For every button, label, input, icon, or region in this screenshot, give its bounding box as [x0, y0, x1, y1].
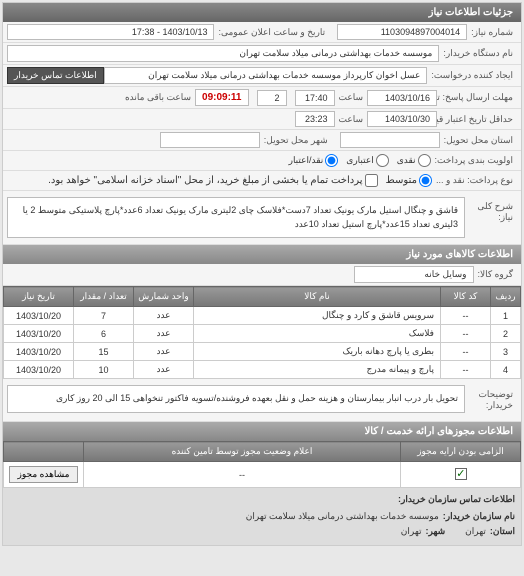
row-request-no: شماره نیاز: 1103094897004014 تاریخ و ساع…: [3, 22, 521, 43]
priority-credit-radio[interactable]: [376, 154, 389, 167]
priority-radio-group: نقدی اعتباری نقد/اعتبار: [289, 154, 431, 167]
auth-status-cell: --: [84, 462, 401, 488]
row-validity: حداقل تاریخ اعتبار قیمت: تا تاریخ: 1403/…: [3, 109, 521, 130]
buyer-name-value: موسسه خدمات بهداشتی درمانی میلاد سلامت ت…: [7, 45, 439, 62]
deadline-send-date: 1403/10/16: [367, 90, 437, 106]
row-priority: اولویت بندی پرداخت: نقدی اعتباری نقد/اعت…: [3, 151, 521, 171]
validity-date: 1403/10/30: [367, 111, 437, 127]
buyer-notes-text: تحویل بار درب انبار بیمارستان و هزینه حم…: [7, 385, 465, 413]
delivery-province-label: استان محل تحویل:: [440, 135, 517, 146]
validity-time: 23:23: [295, 111, 335, 127]
items-table-body: 1 -- سرویس قاشق و کارد و چنگال عدد 7 140…: [4, 307, 521, 379]
org-name-row: نام سازمان خریدار: موسسه خدمات بهداشتی د…: [9, 509, 515, 524]
panel-header: جزئیات اطلاعات نیاز: [3, 3, 521, 22]
time-label-1: ساعت: [335, 92, 368, 103]
auth-header-row: الزامی بودن ارایه مجوز اعلام وضعیت مجوز …: [4, 442, 521, 462]
org-footer: اطلاعات تماس سازمان خریدار: نام سازمان خ…: [3, 488, 521, 545]
items-table: ردیف کد کالا نام کالا واحد شمارش تعداد /…: [3, 286, 521, 379]
org-name-value: موسسه خدمات بهداشتی درمانی میلاد سلامت ت…: [246, 511, 439, 522]
auth-required-checkbox-icon: [455, 468, 467, 480]
payment-opt1-radio[interactable]: [419, 174, 432, 187]
priority-both-radio[interactable]: [325, 154, 338, 167]
org-header: اطلاعات تماس سازمان خریدار:: [9, 494, 515, 505]
col-row: ردیف: [491, 287, 521, 307]
row-payment-type: نوع پرداخت: نقد و ... متوسط پرداخت تمام …: [3, 171, 521, 191]
validity-label: حداقل تاریخ اعتبار قیمت: تا تاریخ:: [437, 114, 517, 125]
table-row: 1 -- سرویس قاشق و کارد و چنگال عدد 7 140…: [4, 307, 521, 325]
col-name: نام کالا: [194, 287, 441, 307]
col-qty: تعداد / مقدار: [74, 287, 134, 307]
items-table-header-row: ردیف کد کالا نام کالا واحد شمارش تعداد /…: [4, 287, 521, 307]
org-province-value: تهران: [465, 526, 486, 537]
days-remaining: 2: [257, 90, 287, 106]
deadline-send-label: مهلت ارسال پاسخ: تا تاریخ:: [437, 92, 517, 103]
row-deadline-send: مهلت ارسال پاسخ: تا تاریخ: 1403/10/16 سا…: [3, 87, 521, 109]
row-buyer-notes: توضیحات خریدار: تحویل بار درب انبار بیما…: [3, 379, 521, 422]
col-date: تاریخ نیاز: [4, 287, 74, 307]
delivery-city-label: شهر محل تحویل:: [260, 135, 332, 146]
delivery-city-value: [160, 132, 260, 148]
buyer-notes-label: توضیحات خریدار:: [465, 385, 517, 415]
auth-action-cell: مشاهده مجوز: [4, 462, 84, 488]
deadline-send-time: 17:40: [295, 90, 335, 106]
org-city-label: شهر:: [426, 526, 446, 537]
time-label-2: ساعت: [335, 114, 368, 125]
row-delivery-loc: استان محل تحویل: شهر محل تحویل:: [3, 130, 521, 151]
general-desc-label: شرح کلی نیاز:: [465, 197, 517, 227]
col-unit: واحد شمارش: [134, 287, 194, 307]
auth-col-action: [4, 442, 84, 462]
creator-value: عسل اخوان کارپرداز موسسه خدمات بهداشتی د…: [104, 67, 428, 84]
auth-col-required: الزامی بودن ارایه مجوز: [401, 442, 521, 462]
payment-type-label: نوع پرداخت: نقد و ...: [432, 175, 517, 186]
row-creator: ایجاد کننده درخواست: عسل اخوان کارپرداز …: [3, 65, 521, 87]
org-name-label: نام سازمان خریدار:: [443, 511, 515, 522]
remaining-label: ساعت باقی مانده: [121, 92, 195, 103]
announce-label: تاریخ و ساعت اعلان عمومی:: [214, 27, 329, 38]
priority-cash[interactable]: نقدی: [397, 154, 431, 167]
row-general-desc: شرح کلی نیاز: قاشق و چنگال استیل مارک یو…: [3, 191, 521, 245]
payment-note-check[interactable]: پرداخت تمام یا بخشی از مبلغ خرید، از محل…: [48, 174, 377, 187]
request-no-value: 1103094897004014: [337, 24, 467, 40]
view-permit-button[interactable]: مشاهده مجوز: [9, 466, 79, 483]
payment-note-checkbox[interactable]: [365, 174, 378, 187]
row-buyer: نام دستگاه خریدار: موسسه خدمات بهداشتی د…: [3, 43, 521, 65]
table-row: 3 -- بطری یا پارچ دهانه باریک عدد 15 140…: [4, 343, 521, 361]
table-row: 2 -- فلاسک عدد 6 1403/10/20: [4, 325, 521, 343]
col-code: کد کالا: [441, 287, 491, 307]
contact-buyer-button[interactable]: اطلاعات تماس خریدار: [7, 67, 104, 84]
group-label: گروه کالا:: [474, 269, 517, 280]
org-city-value: تهران: [401, 526, 422, 537]
countdown-timer: 09:09:11: [195, 89, 248, 106]
priority-credit[interactable]: اعتباری: [346, 154, 388, 167]
org-loc-row: استان: تهران شهر: تهران: [9, 524, 515, 539]
org-province-label: استان:: [490, 526, 515, 537]
delivery-province-value: [340, 132, 440, 148]
table-row: 4 -- پارچ و پیمانه مدرج عدد 10 1403/10/2…: [4, 361, 521, 379]
creator-label: ایجاد کننده درخواست:: [427, 70, 517, 81]
row-group: گروه کالا: وسایل خانه: [3, 264, 521, 286]
auth-table: الزامی بودن ارایه مجوز اعلام وضعیت مجوز …: [3, 441, 521, 488]
priority-label: اولویت بندی پرداخت:: [431, 155, 517, 166]
auth-required-cell: [401, 462, 521, 488]
items-header: اطلاعات کالاهای مورد نیاز: [3, 245, 521, 264]
main-panel: جزئیات اطلاعات نیاز شماره نیاز: 11030948…: [2, 2, 522, 546]
announce-value: 1403/10/13 - 17:38: [7, 24, 214, 40]
buyer-name-label: نام دستگاه خریدار:: [439, 48, 517, 59]
auth-header: اطلاعات مجوزهای ارائه خدمت / کالا: [3, 422, 521, 441]
group-value: وسایل خانه: [354, 266, 474, 283]
payment-opt1[interactable]: متوسط: [386, 174, 432, 187]
auth-col-status: اعلام وضعیت مجوز توسط تامین کننده: [84, 442, 401, 462]
auth-row: -- مشاهده مجوز: [4, 462, 521, 488]
priority-both[interactable]: نقد/اعتبار: [289, 154, 339, 167]
request-no-label: شماره نیاز:: [467, 27, 517, 38]
priority-cash-radio[interactable]: [418, 154, 431, 167]
general-desc-text: قاشق و چنگال استیل مارک یونیک تعداد 7دست…: [7, 197, 465, 238]
